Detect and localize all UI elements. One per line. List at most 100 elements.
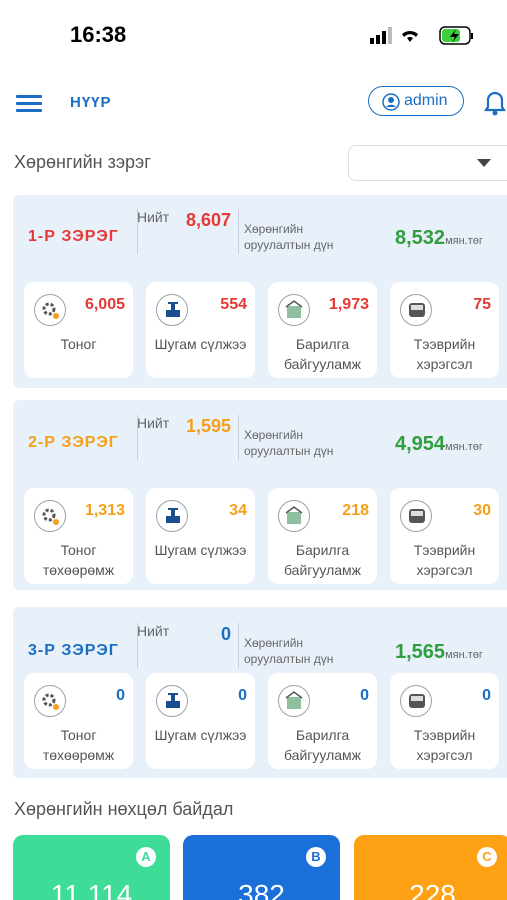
asset-label: Тээврийн хэрэгсэл bbox=[413, 336, 476, 372]
asset-icon bbox=[400, 685, 432, 717]
dropdown-arrow bbox=[477, 159, 491, 167]
grade-total: 1,595 bbox=[185, 416, 231, 436]
condition-letter: B bbox=[306, 847, 326, 867]
asset-value: 0 bbox=[116, 687, 125, 704]
section-title: Хөрөнгийн зэрэг bbox=[14, 152, 151, 172]
icon-graphic bbox=[166, 508, 180, 523]
amount-label: Хөрөнгийн оруулалтын дүн bbox=[244, 222, 334, 252]
asset-label: Барилга байгууламж bbox=[283, 542, 362, 578]
asset-value: 6,005 bbox=[84, 296, 125, 313]
asset-card[interactable]: 554 Шугам сүлжээ bbox=[146, 282, 255, 378]
asset-card[interactable]: 1,973 Барилга байгууламж bbox=[268, 282, 377, 378]
grade-amount: 8,532мян.төг bbox=[395, 227, 483, 250]
asset-label: Тоног bbox=[60, 336, 97, 352]
asset-value: 75 bbox=[473, 296, 491, 313]
grade-card: 3-Р ЗЭРЭГ Нийт 0 Хөрөнгийн оруулалтын дүн 1,… bbox=[13, 607, 507, 778]
amount-unit: мян.төг bbox=[445, 441, 483, 453]
asset-label: Шугам сүлжээ bbox=[154, 542, 247, 558]
asset-label: Тоног төхөөрөмж bbox=[42, 542, 115, 578]
grade-dropdown[interactable] bbox=[348, 145, 507, 181]
condition-letter: C bbox=[477, 847, 497, 867]
asset-icon bbox=[278, 685, 310, 717]
icon-graphic bbox=[285, 300, 303, 318]
asset-label: Шугам сүлжээ bbox=[154, 336, 247, 352]
condition-card[interactable]: A 11,114 bbox=[13, 835, 170, 900]
asset-icon bbox=[34, 500, 66, 532]
status-time: 16:38 bbox=[70, 22, 127, 47]
icon-graphic bbox=[166, 302, 180, 317]
asset-icon bbox=[34, 685, 66, 717]
grade-card: 2-Р ЗЭРЭГ Нийт 1,595 Хөрөнгийн оруулалтын д… bbox=[13, 400, 507, 590]
asset-card[interactable]: 0 Тээврийн хэрэгсэл bbox=[390, 673, 499, 769]
header-title: НҮҮР bbox=[70, 94, 112, 111]
total-label: Нийт bbox=[137, 209, 170, 225]
asset-value: 30 bbox=[473, 502, 491, 519]
divider bbox=[238, 415, 239, 460]
icon-graphic bbox=[42, 508, 59, 525]
condition-card[interactable]: C 228 bbox=[354, 835, 507, 900]
asset-value: 218 bbox=[342, 502, 369, 519]
grade-label: 2-Р ЗЭРЭГ bbox=[28, 434, 119, 451]
asset-value: 1,313 bbox=[84, 502, 125, 519]
amount-unit: мян.төг bbox=[445, 649, 483, 661]
amount-value: 1,565 bbox=[395, 641, 446, 663]
asset-card[interactable]: 218 Барилга байгууламж bbox=[268, 488, 377, 584]
grade-card: 1-Р ЗЭРЭГ Нийт 8,607 Хөрөнгийн оруулалтын д… bbox=[13, 195, 507, 388]
asset-icon bbox=[278, 294, 310, 326]
asset-card[interactable]: 6,005 Тоног bbox=[24, 282, 133, 378]
asset-icon bbox=[278, 500, 310, 532]
asset-icon bbox=[156, 294, 188, 326]
grade-total: 0 bbox=[220, 624, 231, 644]
user-button[interactable] bbox=[368, 86, 464, 116]
icon-graphic bbox=[409, 694, 425, 708]
asset-icon bbox=[400, 500, 432, 532]
user-name: admin bbox=[404, 92, 448, 109]
amount-value: 4,954 bbox=[395, 433, 446, 455]
icon-graphic bbox=[409, 303, 425, 317]
divider bbox=[137, 415, 138, 460]
asset-value: 0 bbox=[238, 687, 247, 704]
asset-label: Тоног төхөөрөмж bbox=[42, 727, 115, 763]
asset-value: 0 bbox=[360, 687, 369, 704]
section-title: Хөрөнгийн нөхцөл байдал bbox=[14, 799, 234, 819]
asset-icon bbox=[156, 500, 188, 532]
icon-graphic bbox=[285, 506, 303, 524]
amount-label: Хөрөнгийн оруулалтын дүн bbox=[244, 428, 334, 458]
grade-label: 3-Р ЗЭРЭГ bbox=[28, 642, 119, 659]
condition-card[interactable]: B 382 bbox=[183, 835, 340, 900]
grade-amount: 4,954мян.төг bbox=[395, 433, 483, 456]
icon-graphic bbox=[166, 693, 180, 708]
asset-card[interactable]: 30 Тээврийн хэрэгсэл bbox=[390, 488, 499, 584]
icon-graphic bbox=[409, 509, 425, 523]
asset-label: Тээврийн хэрэгсэл bbox=[413, 542, 476, 578]
icon-graphic bbox=[285, 691, 303, 709]
asset-icon bbox=[156, 685, 188, 717]
divider bbox=[238, 623, 239, 668]
asset-label: Барилга байгууламж bbox=[283, 336, 362, 372]
notification-button[interactable] bbox=[484, 90, 506, 116]
condition-value: 382 bbox=[238, 879, 285, 900]
icon-graphic bbox=[42, 693, 59, 710]
menu-button[interactable] bbox=[16, 94, 42, 114]
amount-label: Хөрөнгийн оруулалтын дүн bbox=[244, 636, 334, 666]
asset-card[interactable]: 0 Барилга байгууламж bbox=[268, 673, 377, 769]
total-label: Нийт bbox=[137, 623, 170, 639]
divider bbox=[137, 209, 138, 254]
asset-card[interactable]: 75 Тээврийн хэрэгсэл bbox=[390, 282, 499, 378]
asset-label: Барилга байгууламж bbox=[283, 727, 362, 763]
asset-card[interactable]: 34 Шугам сүлжээ bbox=[146, 488, 255, 584]
icon-graphic bbox=[42, 302, 59, 319]
asset-card[interactable]: 0 Шугам сүлжээ bbox=[146, 673, 255, 769]
amount-value: 8,532 bbox=[395, 227, 446, 249]
asset-label: Шугам сүлжээ bbox=[154, 727, 247, 743]
asset-card[interactable]: 1,313 Тоног төхөөрөмж bbox=[24, 488, 133, 584]
user-icon bbox=[382, 93, 400, 111]
condition-value: 11,114 bbox=[50, 879, 133, 900]
divider bbox=[238, 209, 239, 254]
asset-card[interactable]: 0 Тоног төхөөрөмж bbox=[24, 673, 133, 769]
asset-label: Тээврийн хэрэгсэл bbox=[413, 727, 476, 763]
grade-label: 1-Р ЗЭРЭГ bbox=[28, 228, 119, 245]
condition-letter: A bbox=[136, 847, 156, 867]
divider bbox=[137, 623, 138, 668]
